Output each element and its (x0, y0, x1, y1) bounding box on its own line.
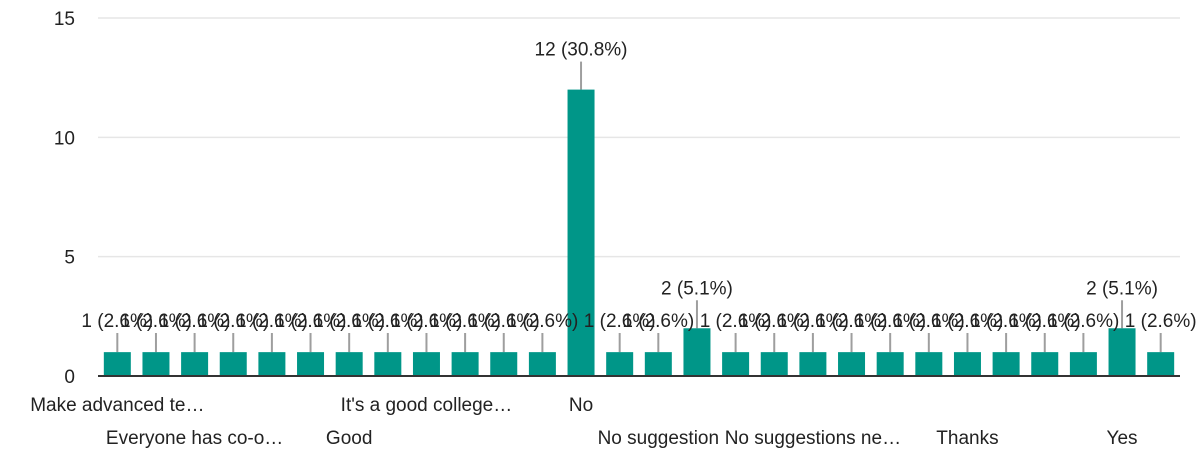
y-tick-label: 10 (54, 128, 75, 149)
x-tick-label: Thanks (936, 428, 998, 449)
data-label: 1 (2.6%) (120, 311, 192, 332)
data-label: 1 (2.6%) (468, 311, 540, 332)
bars (103, 89, 1175, 376)
data-label: 12 (30.8%) (535, 40, 628, 61)
data-label: 1 (2.6%) (81, 311, 153, 332)
data-label: 1 (2.6%) (236, 311, 308, 332)
bar (760, 352, 788, 376)
bar (181, 352, 209, 376)
x-tick-label: Make advanced te… (30, 395, 204, 416)
data-label: 1 (2.6%) (1009, 311, 1081, 332)
bar (1147, 352, 1175, 376)
bar (722, 352, 750, 376)
label-leader-lines (116, 61, 1162, 353)
bar (953, 352, 981, 376)
bar (838, 352, 866, 376)
data-label: 1 (2.6%) (429, 311, 501, 332)
data-label: 1 (2.6%) (159, 311, 231, 332)
bar (915, 352, 943, 376)
bar (1069, 352, 1097, 376)
bar (876, 352, 904, 376)
data-label: 2 (5.1%) (661, 278, 733, 299)
bar (644, 352, 672, 376)
x-tick-label: Yes (1107, 428, 1138, 449)
bar (528, 352, 556, 376)
data-label: 1 (2.6%) (313, 311, 385, 332)
data-label: 1 (2.6%) (854, 311, 926, 332)
bar (1031, 352, 1059, 376)
data-label: 1 (2.6%) (700, 311, 772, 332)
y-axis: 0 5 10 15 (54, 9, 75, 388)
x-tick-label: No suggestions ne… (725, 428, 901, 449)
data-label: 1 (2.6%) (506, 311, 578, 332)
x-tick-label: No (569, 395, 593, 416)
y-tick-label: 15 (54, 9, 75, 30)
bar (799, 352, 827, 376)
bar (683, 328, 711, 376)
data-label: 1 (2.6%) (584, 311, 656, 332)
x-tick-label: No suggestion (598, 428, 719, 449)
data-label: 1 (2.6%) (275, 311, 347, 332)
data-label: 1 (2.6%) (932, 311, 1004, 332)
bar (567, 89, 595, 376)
data-label: 1 (2.6%) (738, 311, 810, 332)
x-axis: Make advanced te… Everyone has co-o… Good I… (30, 395, 1137, 449)
bar (1108, 328, 1136, 376)
x-tick-label: It's a good college… (341, 395, 513, 416)
gridlines (98, 17, 1180, 258)
data-label: 1 (2.6%) (777, 311, 849, 332)
bar (258, 352, 286, 376)
bar (219, 352, 247, 376)
data-labels: 1 (2.6%)1 (2.6%)1 (2.6%)1 (2.6%)1 (2.6%)… (81, 40, 1196, 332)
bar (374, 352, 402, 376)
y-tick-label: 5 (64, 248, 75, 269)
data-label: 1 (2.6%) (197, 311, 269, 332)
bar (335, 352, 363, 376)
data-label: 1 (2.6%) (816, 311, 888, 332)
bar (142, 352, 170, 376)
data-label: 1 (2.6%) (391, 311, 463, 332)
data-label: 2 (5.1%) (1086, 278, 1158, 299)
bar (412, 352, 440, 376)
data-label: 1 (2.6%) (1047, 311, 1119, 332)
x-tick-label: Everyone has co-o… (106, 428, 283, 449)
data-label: 1 (2.6%) (1125, 311, 1196, 332)
bar (490, 352, 518, 376)
data-label: 1 (2.6%) (970, 311, 1042, 332)
bar (297, 352, 325, 376)
y-tick-label: 0 (64, 367, 75, 388)
data-label: 1 (2.6%) (352, 311, 424, 332)
x-tick-label: Good (326, 428, 372, 449)
bar (103, 352, 131, 376)
bar (451, 352, 479, 376)
bar (992, 352, 1020, 376)
bar (606, 352, 634, 376)
data-label: 1 (2.6%) (893, 311, 965, 332)
data-label: 1 (2.6%) (622, 311, 694, 332)
